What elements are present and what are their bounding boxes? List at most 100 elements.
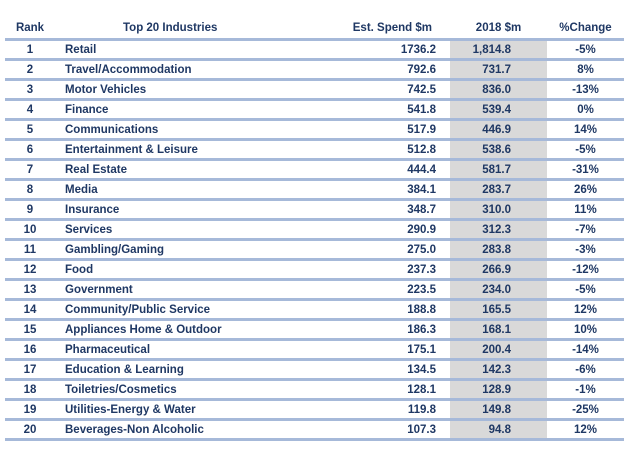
table-row: 2 Travel/Accommodation 792.6 731.7 8% xyxy=(5,59,624,81)
rank-cell: 15 xyxy=(5,319,55,341)
table-row: 19 Utilities-Energy & Water 119.8 149.8 -25% xyxy=(5,399,624,421)
est-spend-cell: 128.1 xyxy=(315,379,450,401)
table-row: 3 Motor Vehicles 742.5 836.0 -13% xyxy=(5,79,624,101)
change-cell: 8% xyxy=(547,59,624,81)
spend-2018-cell: 168.1 xyxy=(450,319,547,341)
spend-2018-cell: 142.3 xyxy=(450,359,547,381)
industry-cell: Gambling/Gaming xyxy=(55,239,315,261)
header-industry: Top 20 Industries xyxy=(55,18,315,41)
table-row: 5 Communications 517.9 446.9 14% xyxy=(5,119,624,141)
rank-cell: 16 xyxy=(5,339,55,361)
est-spend-cell: 1736.2 xyxy=(315,39,450,61)
table-row: 8 Media 384.1 283.7 26% xyxy=(5,179,624,201)
industry-cell: Insurance xyxy=(55,199,315,221)
spend-2018-cell: 731.7 xyxy=(450,59,547,81)
table-row: 17 Education & Learning 134.5 142.3 -6% xyxy=(5,359,624,381)
header-change: %Change xyxy=(547,18,624,41)
header-est-spend: Est. Spend $m xyxy=(315,18,450,41)
rank-cell: 10 xyxy=(5,219,55,241)
rank-cell: 11 xyxy=(5,239,55,261)
est-spend-cell: 742.5 xyxy=(315,79,450,101)
industry-cell: Travel/Accommodation xyxy=(55,59,315,81)
est-spend-cell: 290.9 xyxy=(315,219,450,241)
industry-cell: Education & Learning xyxy=(55,359,315,381)
est-spend-cell: 517.9 xyxy=(315,119,450,141)
table-row: 1 Retail 1736.2 1,814.8 -5% xyxy=(5,39,624,61)
est-spend-cell: 175.1 xyxy=(315,339,450,361)
industry-spend-table-container: Rank Top 20 Industries Est. Spend $m 201… xyxy=(0,18,630,464)
est-spend-cell: 792.6 xyxy=(315,59,450,81)
table-row: 11 Gambling/Gaming 275.0 283.8 -3% xyxy=(5,239,624,261)
est-spend-cell: 348.7 xyxy=(315,199,450,221)
spend-2018-cell: 310.0 xyxy=(450,199,547,221)
est-spend-cell: 119.8 xyxy=(315,399,450,421)
industry-cell: Motor Vehicles xyxy=(55,79,315,101)
rank-cell: 12 xyxy=(5,259,55,281)
rank-cell: 1 xyxy=(5,39,55,61)
spend-2018-cell: 200.4 xyxy=(450,339,547,361)
est-spend-cell: 237.3 xyxy=(315,259,450,281)
change-cell: 11% xyxy=(547,199,624,221)
rank-cell: 6 xyxy=(5,139,55,161)
spend-2018-cell: 312.3 xyxy=(450,219,547,241)
change-cell: -13% xyxy=(547,79,624,101)
est-spend-cell: 541.8 xyxy=(315,99,450,121)
rank-cell: 13 xyxy=(5,279,55,301)
table-row: 20 Beverages-Non Alcoholic 107.3 94.8 12% xyxy=(5,419,624,441)
change-cell: 12% xyxy=(547,299,624,321)
rank-cell: 17 xyxy=(5,359,55,381)
industry-cell: Government xyxy=(55,279,315,301)
rank-cell: 9 xyxy=(5,199,55,221)
header-row: Rank Top 20 Industries Est. Spend $m 201… xyxy=(5,18,624,41)
change-cell: -5% xyxy=(547,279,624,301)
change-cell: 0% xyxy=(547,99,624,121)
spend-2018-cell: 128.9 xyxy=(450,379,547,401)
header-rank: Rank xyxy=(5,18,55,41)
est-spend-cell: 134.5 xyxy=(315,359,450,381)
industry-cell: Finance xyxy=(55,99,315,121)
table-row: 12 Food 237.3 266.9 -12% xyxy=(5,259,624,281)
change-cell: -12% xyxy=(547,259,624,281)
industry-cell: Retail xyxy=(55,39,315,61)
spend-2018-cell: 446.9 xyxy=(450,119,547,141)
rank-cell: 3 xyxy=(5,79,55,101)
table-row: 9 Insurance 348.7 310.0 11% xyxy=(5,199,624,221)
spend-2018-cell: 234.0 xyxy=(450,279,547,301)
rank-cell: 14 xyxy=(5,299,55,321)
industry-cell: Media xyxy=(55,179,315,201)
rank-cell: 18 xyxy=(5,379,55,401)
spend-2018-cell: 581.7 xyxy=(450,159,547,181)
table-row: 15 Appliances Home & Outdoor 186.3 168.1 10% xyxy=(5,319,624,341)
industry-cell: Utilities-Energy & Water xyxy=(55,399,315,421)
table-row: 10 Services 290.9 312.3 -7% xyxy=(5,219,624,241)
table-row: 16 Pharmaceutical 175.1 200.4 -14% xyxy=(5,339,624,361)
header-2018-spend: 2018 $m xyxy=(450,18,547,41)
spend-2018-cell: 1,814.8 xyxy=(450,39,547,61)
spend-2018-cell: 283.8 xyxy=(450,239,547,261)
est-spend-cell: 444.4 xyxy=(315,159,450,181)
est-spend-cell: 188.8 xyxy=(315,299,450,321)
change-cell: -25% xyxy=(547,399,624,421)
table-row: 4 Finance 541.8 539.4 0% xyxy=(5,99,624,121)
rank-cell: 19 xyxy=(5,399,55,421)
change-cell: -5% xyxy=(547,39,624,61)
change-cell: -6% xyxy=(547,359,624,381)
industry-cell: Appliances Home & Outdoor xyxy=(55,319,315,341)
change-cell: 14% xyxy=(547,119,624,141)
rank-cell: 8 xyxy=(5,179,55,201)
spend-2018-cell: 149.8 xyxy=(450,399,547,421)
industry-cell: Communications xyxy=(55,119,315,141)
industry-cell: Pharmaceutical xyxy=(55,339,315,361)
spend-2018-cell: 283.7 xyxy=(450,179,547,201)
spend-2018-cell: 165.5 xyxy=(450,299,547,321)
est-spend-cell: 186.3 xyxy=(315,319,450,341)
rank-cell: 5 xyxy=(5,119,55,141)
change-cell: -7% xyxy=(547,219,624,241)
est-spend-cell: 384.1 xyxy=(315,179,450,201)
table-row: 13 Government 223.5 234.0 -5% xyxy=(5,279,624,301)
industry-cell: Services xyxy=(55,219,315,241)
industry-cell: Food xyxy=(55,259,315,281)
spend-2018-cell: 539.4 xyxy=(450,99,547,121)
change-cell: 10% xyxy=(547,319,624,341)
rank-cell: 20 xyxy=(5,419,55,441)
